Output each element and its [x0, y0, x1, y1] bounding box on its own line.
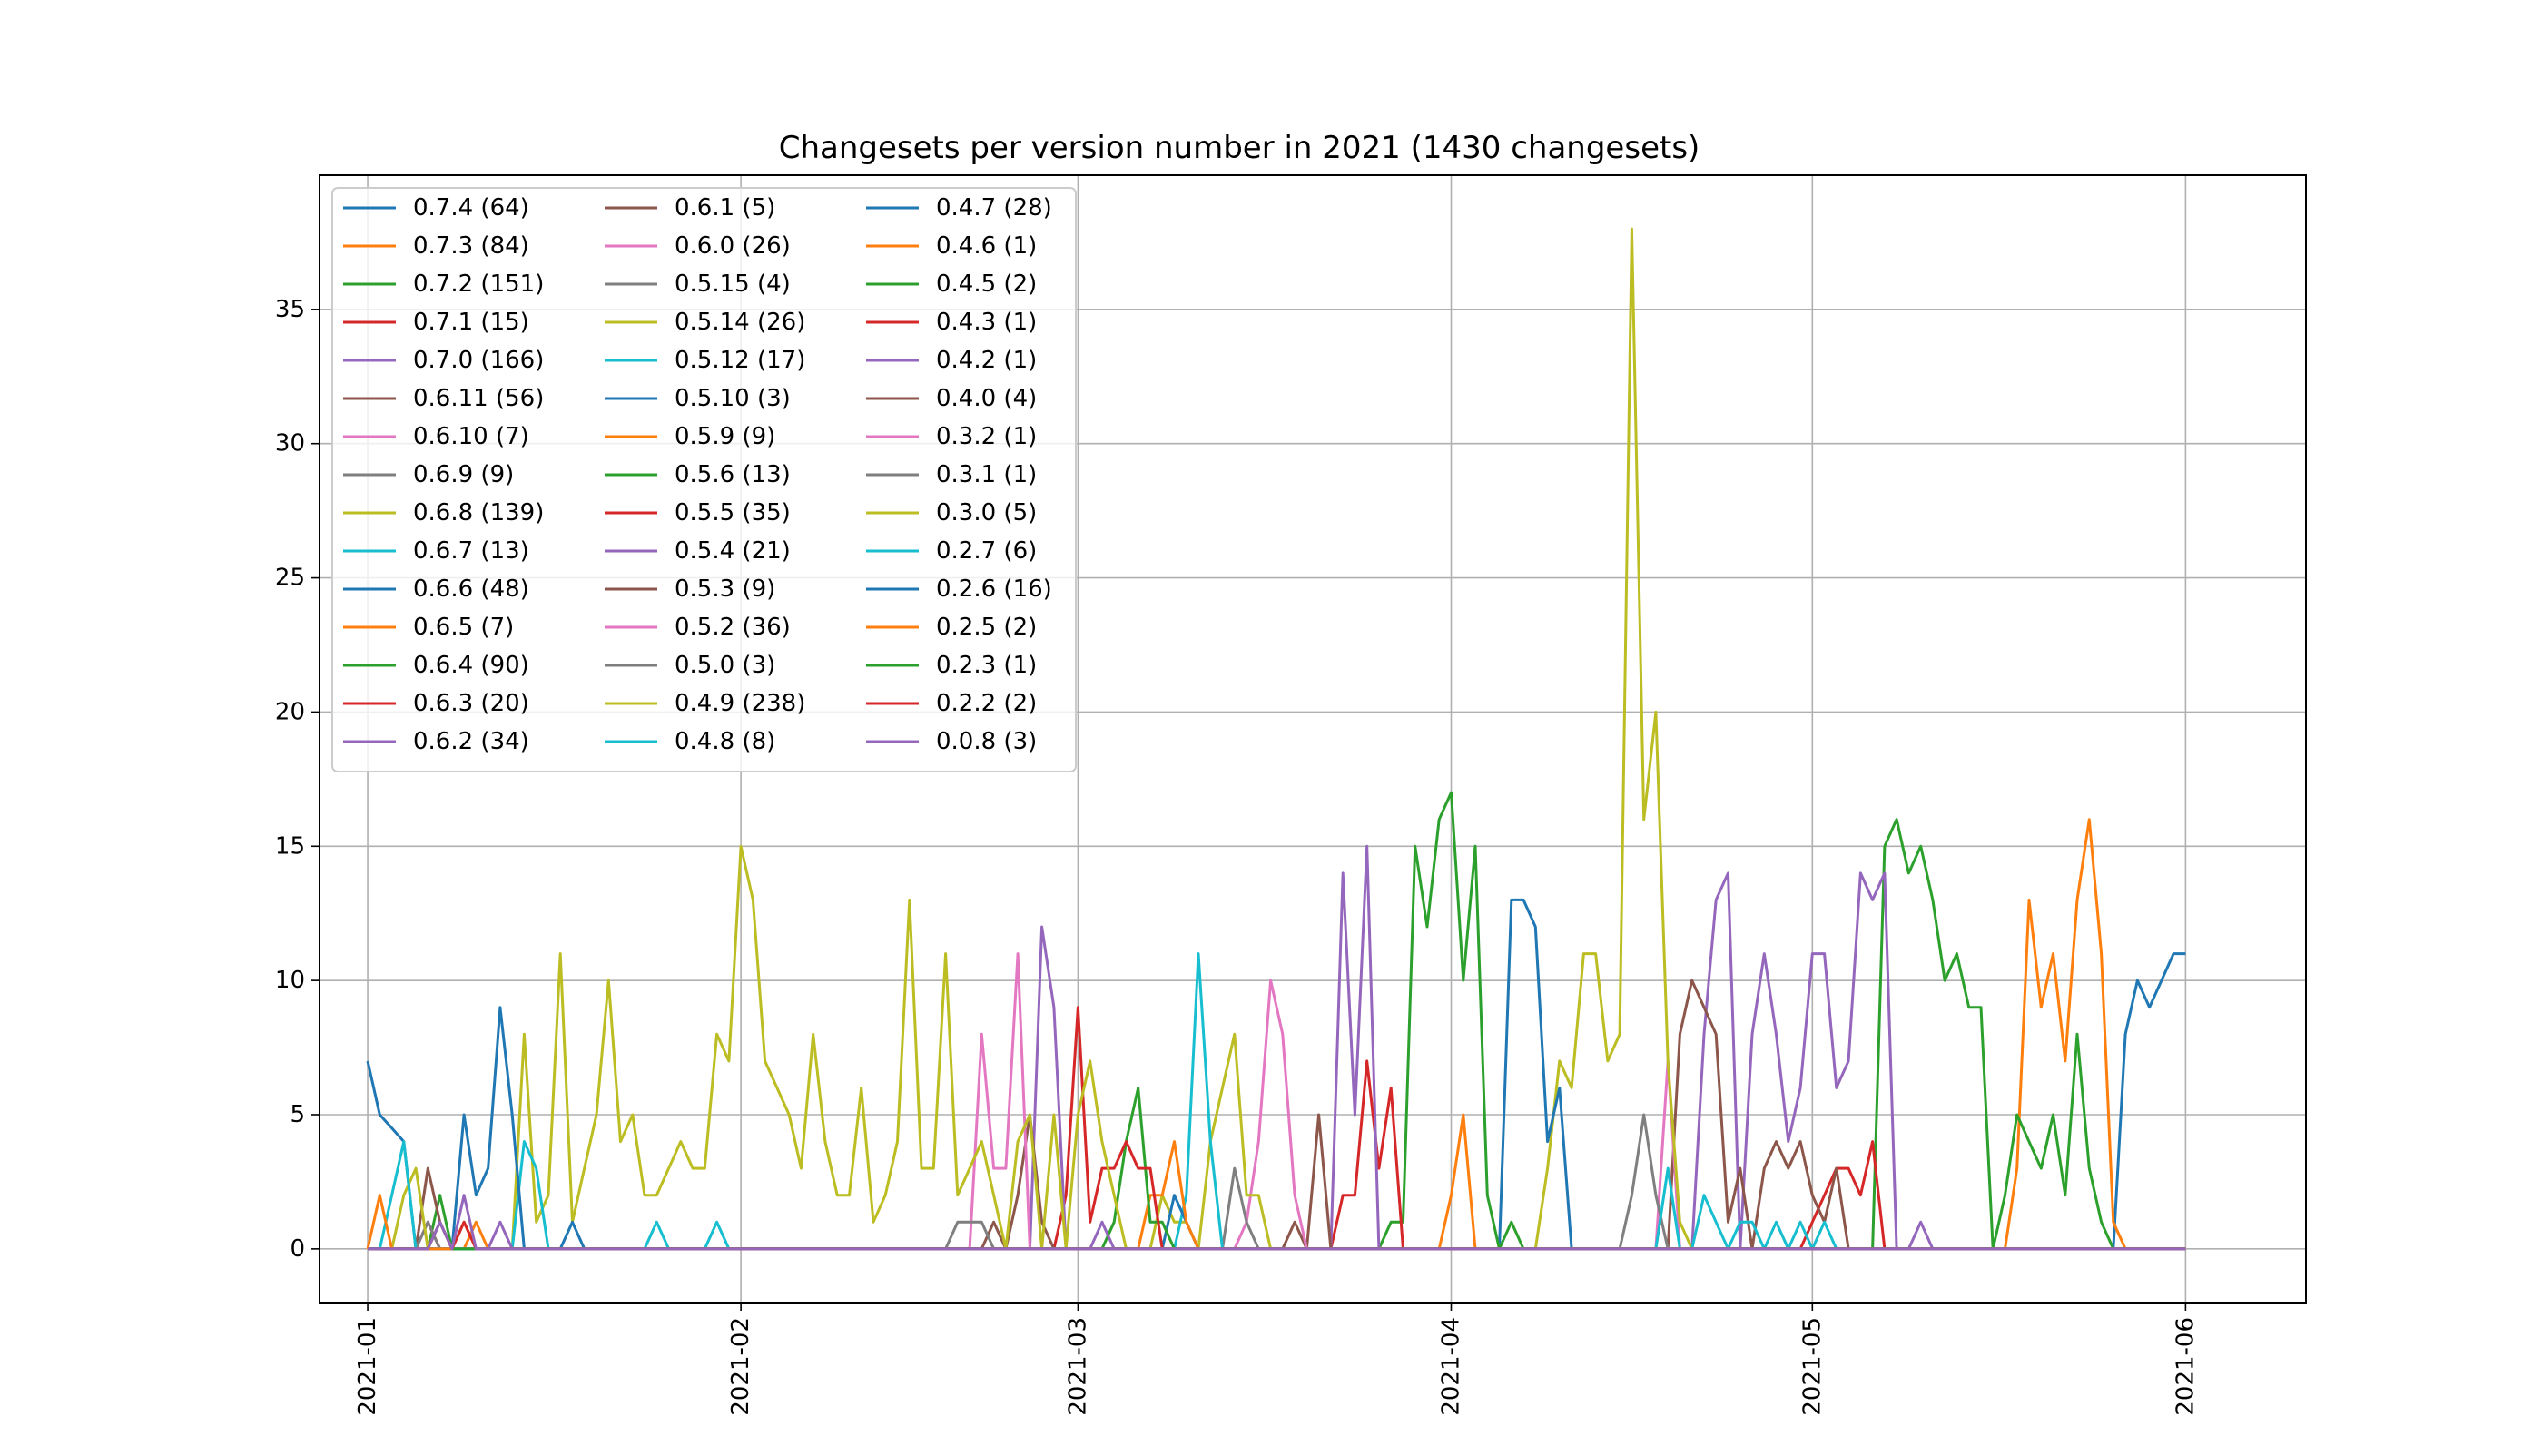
- y-tick-label: 30: [275, 430, 305, 457]
- legend-label: 0.5.3 (9): [675, 576, 775, 603]
- legend-label: 0.7.0 (166): [413, 347, 544, 374]
- legend-label: 0.6.4 (90): [413, 652, 529, 679]
- series-line: [368, 791, 2186, 1251]
- y-axis-ticks: 0 5 10 15 20 25 30 35: [275, 296, 320, 1263]
- y-tick-label: 35: [275, 296, 305, 323]
- x-tick-label: 2021-04: [1437, 1317, 1464, 1416]
- legend-label: 0.2.3 (1): [936, 652, 1037, 679]
- series-line: [368, 952, 2186, 1251]
- legend-label: 0.5.9 (9): [675, 423, 775, 450]
- legend-label: 0.6.9 (9): [413, 461, 514, 488]
- legend-label: 0.4.7 (28): [936, 194, 1052, 221]
- legend-label: 0.5.5 (35): [675, 499, 791, 526]
- legend-label: 0.7.4 (64): [413, 194, 529, 221]
- legend-label: 0.3.2 (1): [936, 423, 1037, 450]
- legend-label: 0.5.4 (21): [675, 537, 791, 565]
- legend-label: 0.4.9 (238): [675, 690, 805, 717]
- legend-label: 0.5.12 (17): [675, 347, 805, 374]
- grid-lines: [320, 175, 2306, 1303]
- legend-label: 0.6.0 (26): [675, 232, 791, 260]
- chart-title: Changesets per version number in 2021 (1…: [779, 130, 1700, 166]
- legend-label: 0.6.3 (20): [413, 690, 529, 717]
- legend-label: 0.4.8 (8): [675, 728, 775, 755]
- legend-label: 0.3.0 (5): [936, 499, 1037, 526]
- legend-label: 0.4.3 (1): [936, 309, 1037, 336]
- y-tick-label: 5: [290, 1101, 305, 1128]
- series-line: [368, 979, 2186, 1251]
- legend-label: 0.6.7 (13): [413, 537, 529, 565]
- series-line: [368, 1166, 2186, 1251]
- axes-frame: [319, 174, 2307, 1304]
- legend-label: 0.6.11 (56): [413, 385, 544, 412]
- y-tick-label: 25: [275, 565, 305, 592]
- legend-label: 0.2.7 (6): [936, 537, 1037, 565]
- x-axis-ticks: 2021-01 2021-02 2021-03 2021-04 2021-05 2021-…: [354, 1303, 2199, 1416]
- legend-label: 0.6.2 (34): [413, 728, 529, 755]
- series-line: [368, 898, 2186, 1251]
- legend-label: 0.5.15 (4): [675, 271, 791, 298]
- legend-label: 0.7.1 (15): [413, 309, 529, 336]
- x-tick-label: 2021-05: [1798, 1317, 1826, 1416]
- legend-label: 0.5.6 (13): [675, 461, 791, 488]
- series-line: [368, 1194, 2186, 1251]
- x-tick-label: 2021-06: [2172, 1317, 2199, 1416]
- legend: 0.7.4 (64) 0.7.3 (84) 0.7.2 (151) 0.7.1 (15…: [331, 187, 1077, 772]
- legend-label: 0.4.2 (1): [936, 347, 1037, 374]
- legend-label: 0.6.1 (5): [675, 194, 775, 221]
- legend-label: 0.0.8 (3): [936, 728, 1037, 755]
- legend-label: 0.7.2 (151): [413, 271, 544, 298]
- legend-label: 0.5.14 (26): [675, 309, 805, 336]
- series-line: [368, 979, 2186, 1251]
- series-line: [366, 1006, 2186, 1251]
- legend-label: 0.6.5 (7): [413, 614, 514, 641]
- legend-box: [331, 187, 1077, 772]
- series-line: [368, 818, 2186, 1251]
- series-line: [368, 952, 2186, 1251]
- x-tick-label: 2021-02: [727, 1317, 754, 1416]
- y-tick-label: 20: [275, 698, 305, 725]
- series-line: [368, 844, 2186, 1251]
- series-line: [368, 1140, 2186, 1251]
- legend-label: 0.3.1 (1): [936, 461, 1037, 488]
- legend-label: 0.4.0 (4): [936, 385, 1037, 412]
- series-line: [368, 1086, 2186, 1251]
- y-tick-label: 0: [290, 1235, 305, 1263]
- legend-label: 0.6.8 (139): [413, 499, 544, 526]
- series-line: [368, 1140, 2186, 1251]
- legend-label: 0.5.10 (3): [675, 385, 791, 412]
- x-tick-label: 2021-03: [1064, 1317, 1091, 1416]
- legend-label: 0.5.0 (3): [675, 652, 775, 679]
- legend-label: 0.7.3 (84): [413, 232, 529, 260]
- series-lines: [366, 227, 2186, 1251]
- legend-label: 0.6.6 (48): [413, 576, 529, 603]
- legend-label: 0.4.5 (2): [936, 271, 1037, 298]
- legend-label: 0.2.6 (16): [936, 576, 1052, 603]
- series-line: [368, 1059, 2186, 1251]
- legend-label: 0.2.2 (2): [936, 690, 1037, 717]
- legend-label: 0.4.6 (1): [936, 232, 1037, 260]
- legend-label: 0.6.10 (7): [413, 423, 529, 450]
- y-tick-label: 15: [275, 832, 305, 860]
- legend-label: 0.2.5 (2): [936, 614, 1037, 641]
- x-tick-label: 2021-01: [354, 1317, 381, 1416]
- series-line: [368, 1113, 2186, 1251]
- y-tick-label: 10: [275, 967, 305, 994]
- legend-label: 0.5.2 (36): [675, 614, 791, 641]
